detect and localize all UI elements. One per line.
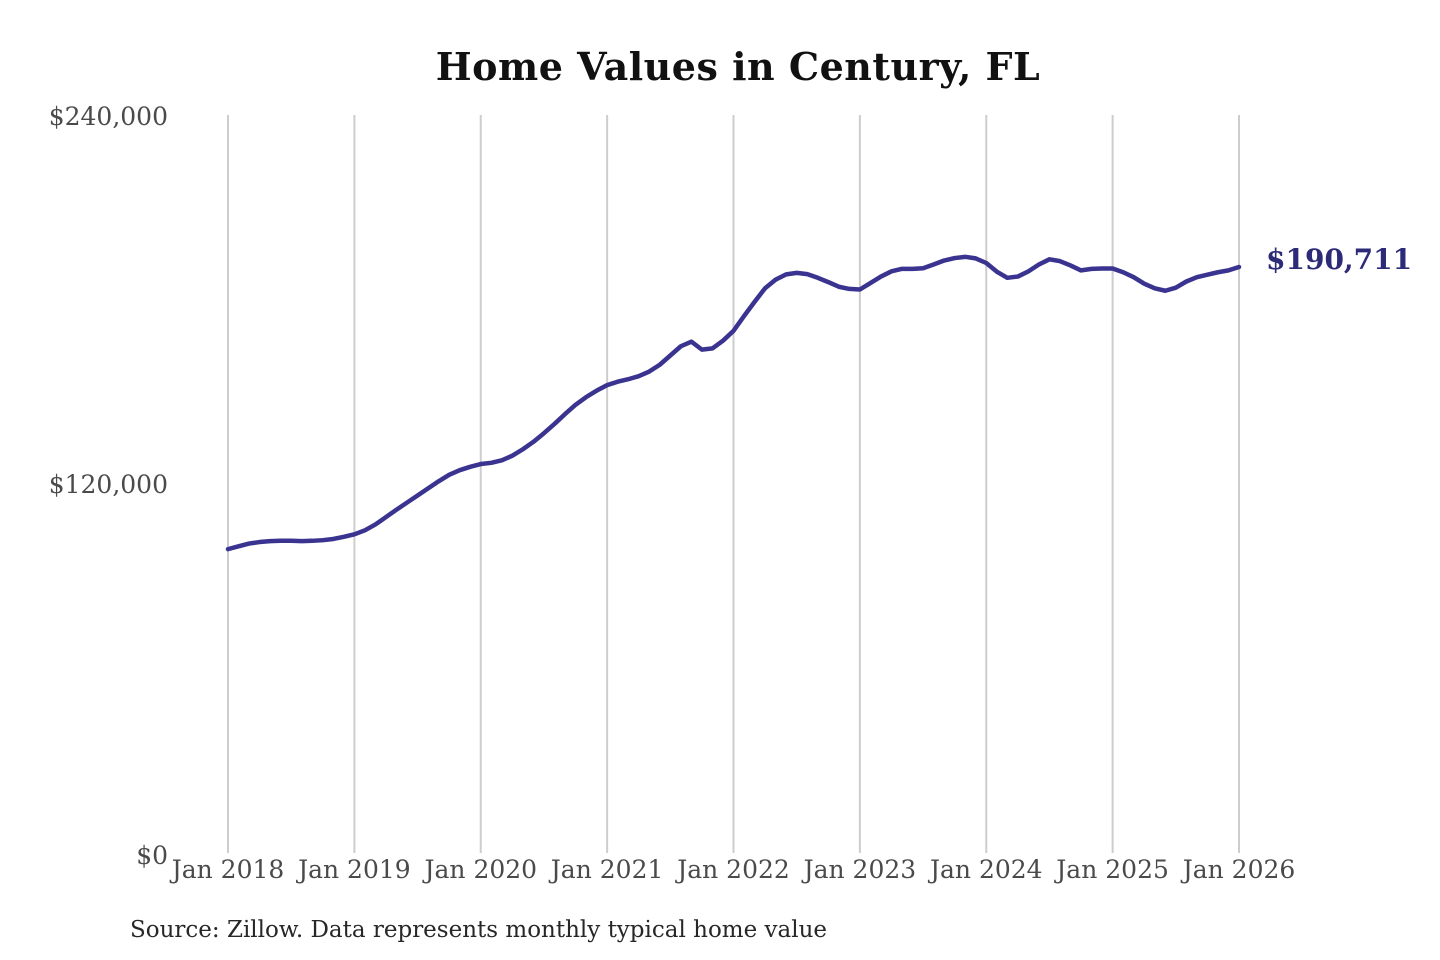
current-value-label: $190,711 — [1266, 243, 1413, 276]
x-axis-tick-label-jan-2018: Jan 2018 — [171, 855, 285, 884]
x-axis-tick-label-jan-2019: Jan 2019 — [298, 855, 411, 884]
x-axis-tick-label-jan-2026: Jan 2026 — [1182, 855, 1296, 884]
x-axis-tick-label-jan-2020: Jan 2020 — [424, 855, 538, 884]
y-axis-tick-label-120000: $120,000 — [48, 470, 168, 499]
x-axis-tick-label-jan-2023: Jan 2023 — [803, 855, 917, 884]
x-axis-tick-label-jan-2022: Jan 2022 — [677, 855, 790, 884]
y-axis-tick-label-240000: $240,000 — [48, 102, 168, 131]
x-axis-tick-label-jan-2024: Jan 2024 — [929, 855, 1043, 884]
x-axis-tick-label-jan-2025: Jan 2025 — [1056, 855, 1169, 884]
chart-title: Home Values in Century, FL — [435, 44, 1041, 89]
y-axis-tick-label-0: $0 — [136, 841, 168, 870]
source-note: Source: Zillow. Data represents monthly … — [130, 917, 828, 943]
x-axis-tick-label-jan-2021: Jan 2021 — [550, 855, 664, 884]
home-value-line — [225, 254, 1242, 552]
